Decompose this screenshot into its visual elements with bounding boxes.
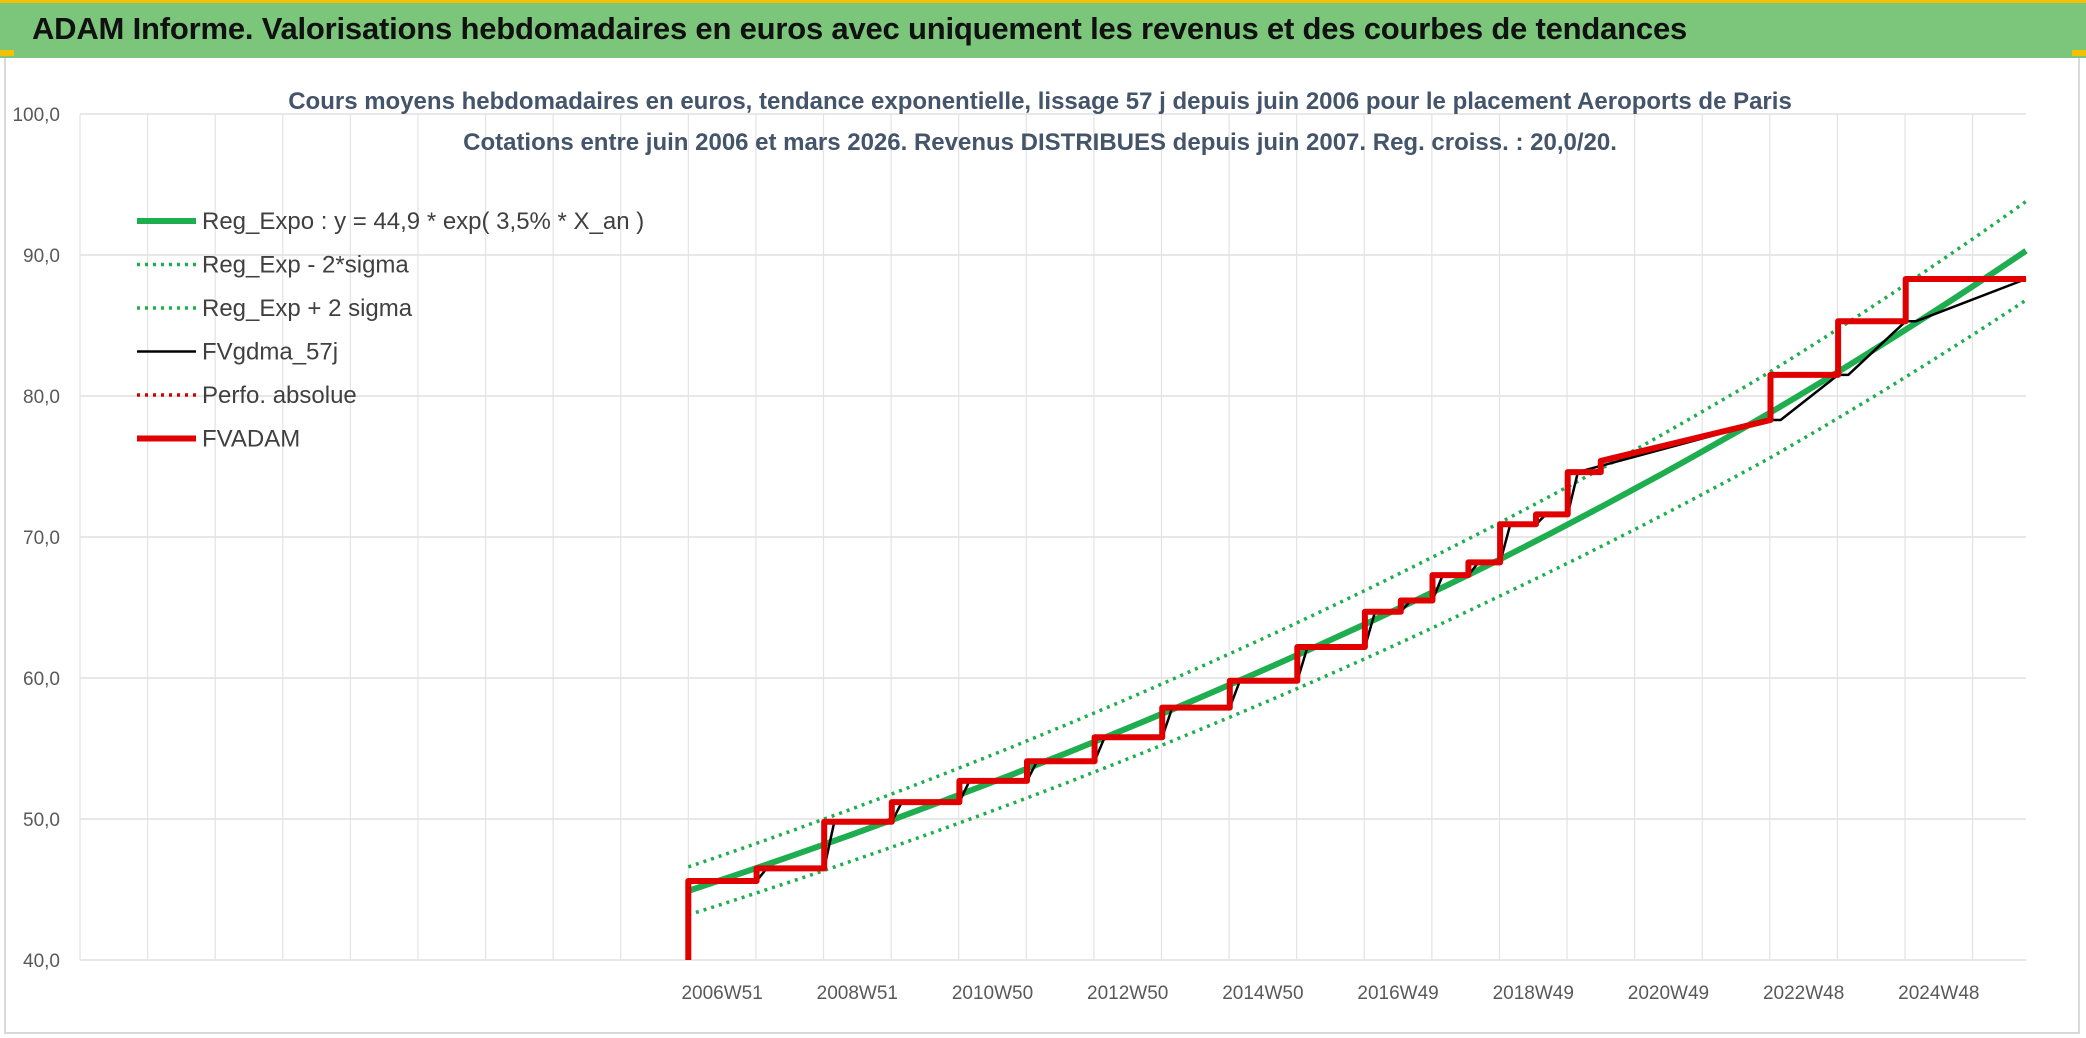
x-tick-label: 2010W50 bbox=[952, 983, 1033, 1004]
chart-legend: Reg_Expo : y = 44,9 * exp( 3,5% * X_an )… bbox=[137, 208, 644, 453]
chart-title: Cours moyens hebdomadaires en euros, ten… bbox=[288, 88, 1792, 115]
x-tick-label: 2020W49 bbox=[1628, 983, 1709, 1004]
y-tick-label: 40,0 bbox=[23, 951, 60, 972]
x-axis-ticks: 2006W51 2008W51 2010W50 2012W50 2014W50 2016W… bbox=[681, 983, 1979, 1004]
series-line-1 bbox=[687, 298, 2027, 917]
series-line-0 bbox=[687, 248, 2028, 894]
corner-mark-right bbox=[2072, 50, 2086, 56]
x-tick-label: 2022W48 bbox=[1763, 983, 1844, 1004]
report-header: ADAM Informe. Valorisations hebdomadaire… bbox=[0, 0, 2086, 58]
corner-mark-left bbox=[0, 50, 14, 56]
legend-label: Perfo. absolue bbox=[202, 382, 357, 409]
y-axis-ticks: 40,0 50,0 60,0 70,0 80,0 90,0 100,0 bbox=[12, 105, 60, 972]
legend-label: Reg_Exp - 2*sigma bbox=[202, 252, 409, 279]
legend-label: Reg_Exp + 2 sigma bbox=[202, 295, 413, 322]
x-tick-label: 2016W49 bbox=[1357, 983, 1438, 1004]
y-tick-label: 50,0 bbox=[23, 810, 60, 831]
legend-label: FVgdma_57j bbox=[202, 339, 338, 366]
chart-subtitle: Cotations entre juin 2006 et mars 2026. … bbox=[463, 129, 1617, 156]
x-tick-label: 2012W50 bbox=[1087, 983, 1168, 1004]
report-title: ADAM Informe. Valorisations hebdomadaire… bbox=[32, 11, 1688, 46]
y-tick-label: 90,0 bbox=[23, 246, 60, 267]
y-tick-label: 70,0 bbox=[23, 528, 60, 549]
x-tick-label: 2008W51 bbox=[817, 983, 898, 1004]
x-tick-label: 2014W50 bbox=[1222, 983, 1303, 1004]
legend-label: FVADAM bbox=[202, 426, 300, 453]
series-line-2 bbox=[687, 199, 2028, 869]
y-tick-label: 80,0 bbox=[23, 387, 60, 408]
y-tick-label: 100,0 bbox=[12, 105, 60, 126]
chart-frame bbox=[4, 58, 2080, 1034]
series-lines bbox=[685, 199, 2028, 960]
legend-label: Reg_Expo : y = 44,9 * exp( 3,5% * X_an ) bbox=[202, 208, 644, 235]
series-line-3 bbox=[688, 277, 2027, 883]
x-tick-label: 2024W48 bbox=[1898, 983, 1979, 1004]
y-tick-label: 60,0 bbox=[23, 669, 60, 690]
x-tick-label: 2018W49 bbox=[1493, 983, 1574, 1004]
series-line-5 bbox=[685, 276, 2026, 960]
chart-grid bbox=[79, 113, 2026, 961]
x-tick-label: 2006W51 bbox=[681, 983, 762, 1004]
